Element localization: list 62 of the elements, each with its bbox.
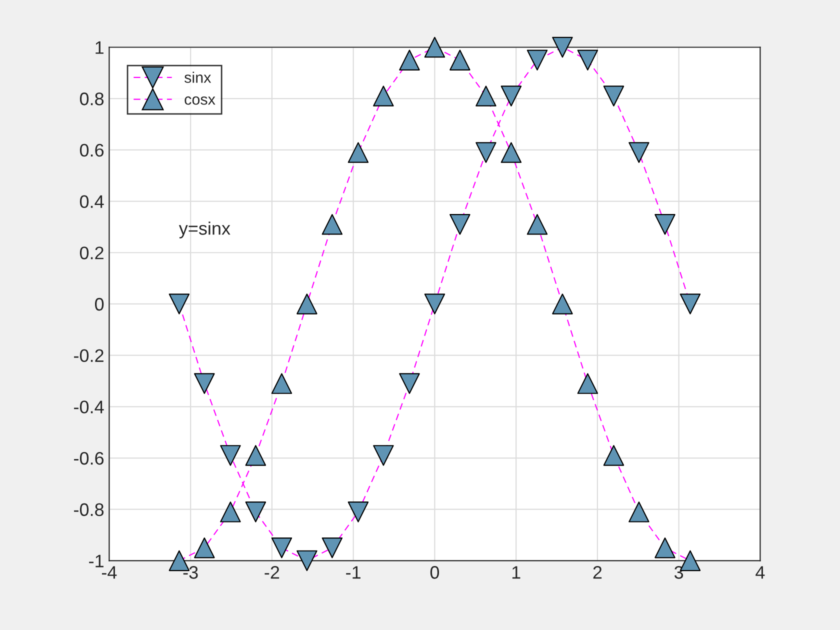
y-tick-label: -0.8 xyxy=(74,503,104,516)
point xyxy=(603,86,624,106)
y-tick-label: -0.2 xyxy=(74,349,104,362)
y-tick-label: 0.4 xyxy=(80,195,104,208)
point xyxy=(373,86,394,106)
point xyxy=(399,373,420,394)
point xyxy=(577,373,598,394)
x-tick-label: -4 xyxy=(102,566,117,579)
point xyxy=(476,86,496,106)
point xyxy=(168,294,190,314)
point xyxy=(450,214,470,235)
point xyxy=(654,537,676,558)
point xyxy=(348,142,369,163)
point xyxy=(577,50,598,70)
point xyxy=(628,142,650,163)
y-tick-label: -0.6 xyxy=(74,452,104,465)
point xyxy=(552,294,573,314)
annotation: y=sinx xyxy=(178,222,230,238)
point xyxy=(500,142,522,163)
y-tick-label: 0.2 xyxy=(80,246,104,260)
point xyxy=(500,86,522,106)
point xyxy=(552,36,573,58)
point xyxy=(348,502,369,522)
point xyxy=(271,373,292,394)
point xyxy=(526,214,548,235)
x-tick-label: 1 xyxy=(512,566,520,579)
y-tick-label: -0.4 xyxy=(74,400,104,414)
point xyxy=(220,502,241,522)
x-tick-label: 0 xyxy=(430,566,440,579)
y-tick-label: 1 xyxy=(96,41,104,54)
x-tick-label: -2 xyxy=(264,566,280,579)
point xyxy=(526,50,548,70)
point xyxy=(654,214,676,235)
y-tick-label: 0 xyxy=(95,298,104,311)
point xyxy=(424,294,446,314)
y-tick-label: 0.6 xyxy=(80,144,104,157)
x-tick-label: -1 xyxy=(346,566,360,579)
legend-label: cosx xyxy=(184,96,216,105)
point xyxy=(271,537,292,558)
point xyxy=(424,36,446,58)
point xyxy=(680,294,701,314)
point xyxy=(245,445,266,466)
point xyxy=(628,502,650,522)
y-tick-label: 0.8 xyxy=(80,92,104,106)
point xyxy=(399,50,420,70)
x-tick-label: 2 xyxy=(593,566,602,579)
point xyxy=(373,445,394,466)
point xyxy=(603,445,624,466)
point xyxy=(322,537,343,558)
point xyxy=(194,373,215,394)
x-tick-label: -3 xyxy=(183,566,198,579)
point xyxy=(450,50,470,70)
point xyxy=(476,142,496,163)
x-tick-label: 4 xyxy=(756,566,765,579)
point xyxy=(322,214,343,235)
legend-label: sinx xyxy=(184,72,212,83)
point xyxy=(296,294,318,314)
y-tick-label: -1 xyxy=(89,554,104,568)
point xyxy=(194,537,215,558)
point xyxy=(245,502,266,522)
point xyxy=(220,445,241,466)
point xyxy=(296,550,318,572)
